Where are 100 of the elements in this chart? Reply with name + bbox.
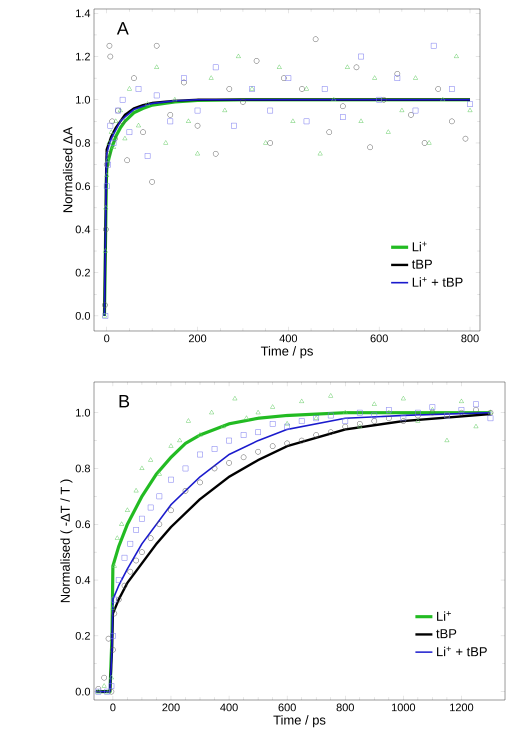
point xyxy=(116,596,122,602)
point xyxy=(313,432,320,438)
y-tick-label: 0.4 xyxy=(76,226,90,234)
y-tick-label: 0.2 xyxy=(76,632,90,640)
y-tick-label: 0.8 xyxy=(76,139,90,147)
point xyxy=(106,42,112,49)
point xyxy=(120,96,126,103)
point xyxy=(195,150,200,156)
point xyxy=(209,410,214,414)
x-tick-label: 200 xyxy=(188,334,206,342)
point xyxy=(110,633,116,639)
point xyxy=(454,54,459,58)
point xyxy=(148,535,154,542)
point xyxy=(145,101,150,106)
point xyxy=(458,410,464,416)
point xyxy=(356,421,363,427)
point xyxy=(232,396,238,400)
y-tick-label: 0.6 xyxy=(76,520,90,528)
point xyxy=(186,118,191,123)
y-axis-title: Normalised ( -ΔT / T ) xyxy=(60,480,72,602)
point xyxy=(182,466,188,472)
point xyxy=(212,446,218,452)
point xyxy=(449,118,455,124)
point xyxy=(212,466,218,472)
point xyxy=(110,605,116,610)
point xyxy=(326,129,332,136)
point xyxy=(284,421,290,426)
y-tick-label: 0.6 xyxy=(76,182,90,190)
point xyxy=(105,157,110,162)
point xyxy=(342,418,348,424)
point xyxy=(198,432,203,437)
point xyxy=(111,596,118,602)
point xyxy=(386,407,392,413)
point xyxy=(263,140,268,145)
point xyxy=(133,558,139,564)
point xyxy=(156,471,162,476)
point xyxy=(112,136,118,142)
point xyxy=(113,118,118,123)
point xyxy=(386,410,392,414)
point xyxy=(108,54,114,60)
point xyxy=(473,401,479,408)
point xyxy=(136,86,142,92)
point xyxy=(270,421,276,427)
point xyxy=(127,540,134,547)
point xyxy=(111,144,116,149)
point xyxy=(154,92,160,98)
point xyxy=(430,410,436,416)
point xyxy=(240,432,246,438)
point xyxy=(430,407,435,412)
point xyxy=(109,118,116,124)
point xyxy=(430,42,437,49)
point xyxy=(167,118,174,124)
point xyxy=(168,507,174,514)
point xyxy=(304,86,310,90)
point xyxy=(156,521,162,528)
point xyxy=(473,424,478,428)
point xyxy=(181,75,187,81)
point xyxy=(342,424,348,430)
point xyxy=(108,129,114,134)
point xyxy=(133,527,139,533)
point xyxy=(267,140,274,146)
point xyxy=(231,122,237,129)
point xyxy=(394,75,400,81)
point xyxy=(124,507,130,512)
x-tick-label: 800 xyxy=(461,334,479,342)
point xyxy=(376,96,382,103)
point xyxy=(134,488,139,492)
point xyxy=(236,54,241,58)
point xyxy=(102,248,108,253)
point xyxy=(212,150,219,157)
point xyxy=(488,415,494,422)
x-tick-label: 0 xyxy=(104,334,110,342)
point xyxy=(415,410,421,416)
point xyxy=(371,418,378,424)
point xyxy=(226,86,232,92)
legend-label: Li$^{+}$ xyxy=(412,242,427,252)
point xyxy=(222,108,228,112)
point xyxy=(400,396,406,400)
point xyxy=(139,466,144,470)
point xyxy=(412,108,418,114)
x-tick-label: 200 xyxy=(162,704,180,712)
point xyxy=(270,443,276,449)
point xyxy=(458,398,464,404)
point xyxy=(290,118,296,123)
legend-label: Li$^{+}$ + tBP xyxy=(437,646,487,656)
point xyxy=(400,418,406,424)
x-axis-title: Time / ps xyxy=(260,346,313,358)
point xyxy=(181,80,187,86)
point xyxy=(255,429,261,436)
point xyxy=(112,563,117,568)
x-tick-label: 600 xyxy=(370,334,388,342)
point xyxy=(462,136,468,142)
annotation: B xyxy=(120,395,130,408)
point xyxy=(177,438,182,442)
y-tick-label: 0.0 xyxy=(76,312,90,320)
point xyxy=(168,443,174,448)
y-tick-label: 1.2 xyxy=(76,52,90,60)
point xyxy=(255,448,261,455)
point xyxy=(284,440,290,446)
point xyxy=(354,64,360,70)
